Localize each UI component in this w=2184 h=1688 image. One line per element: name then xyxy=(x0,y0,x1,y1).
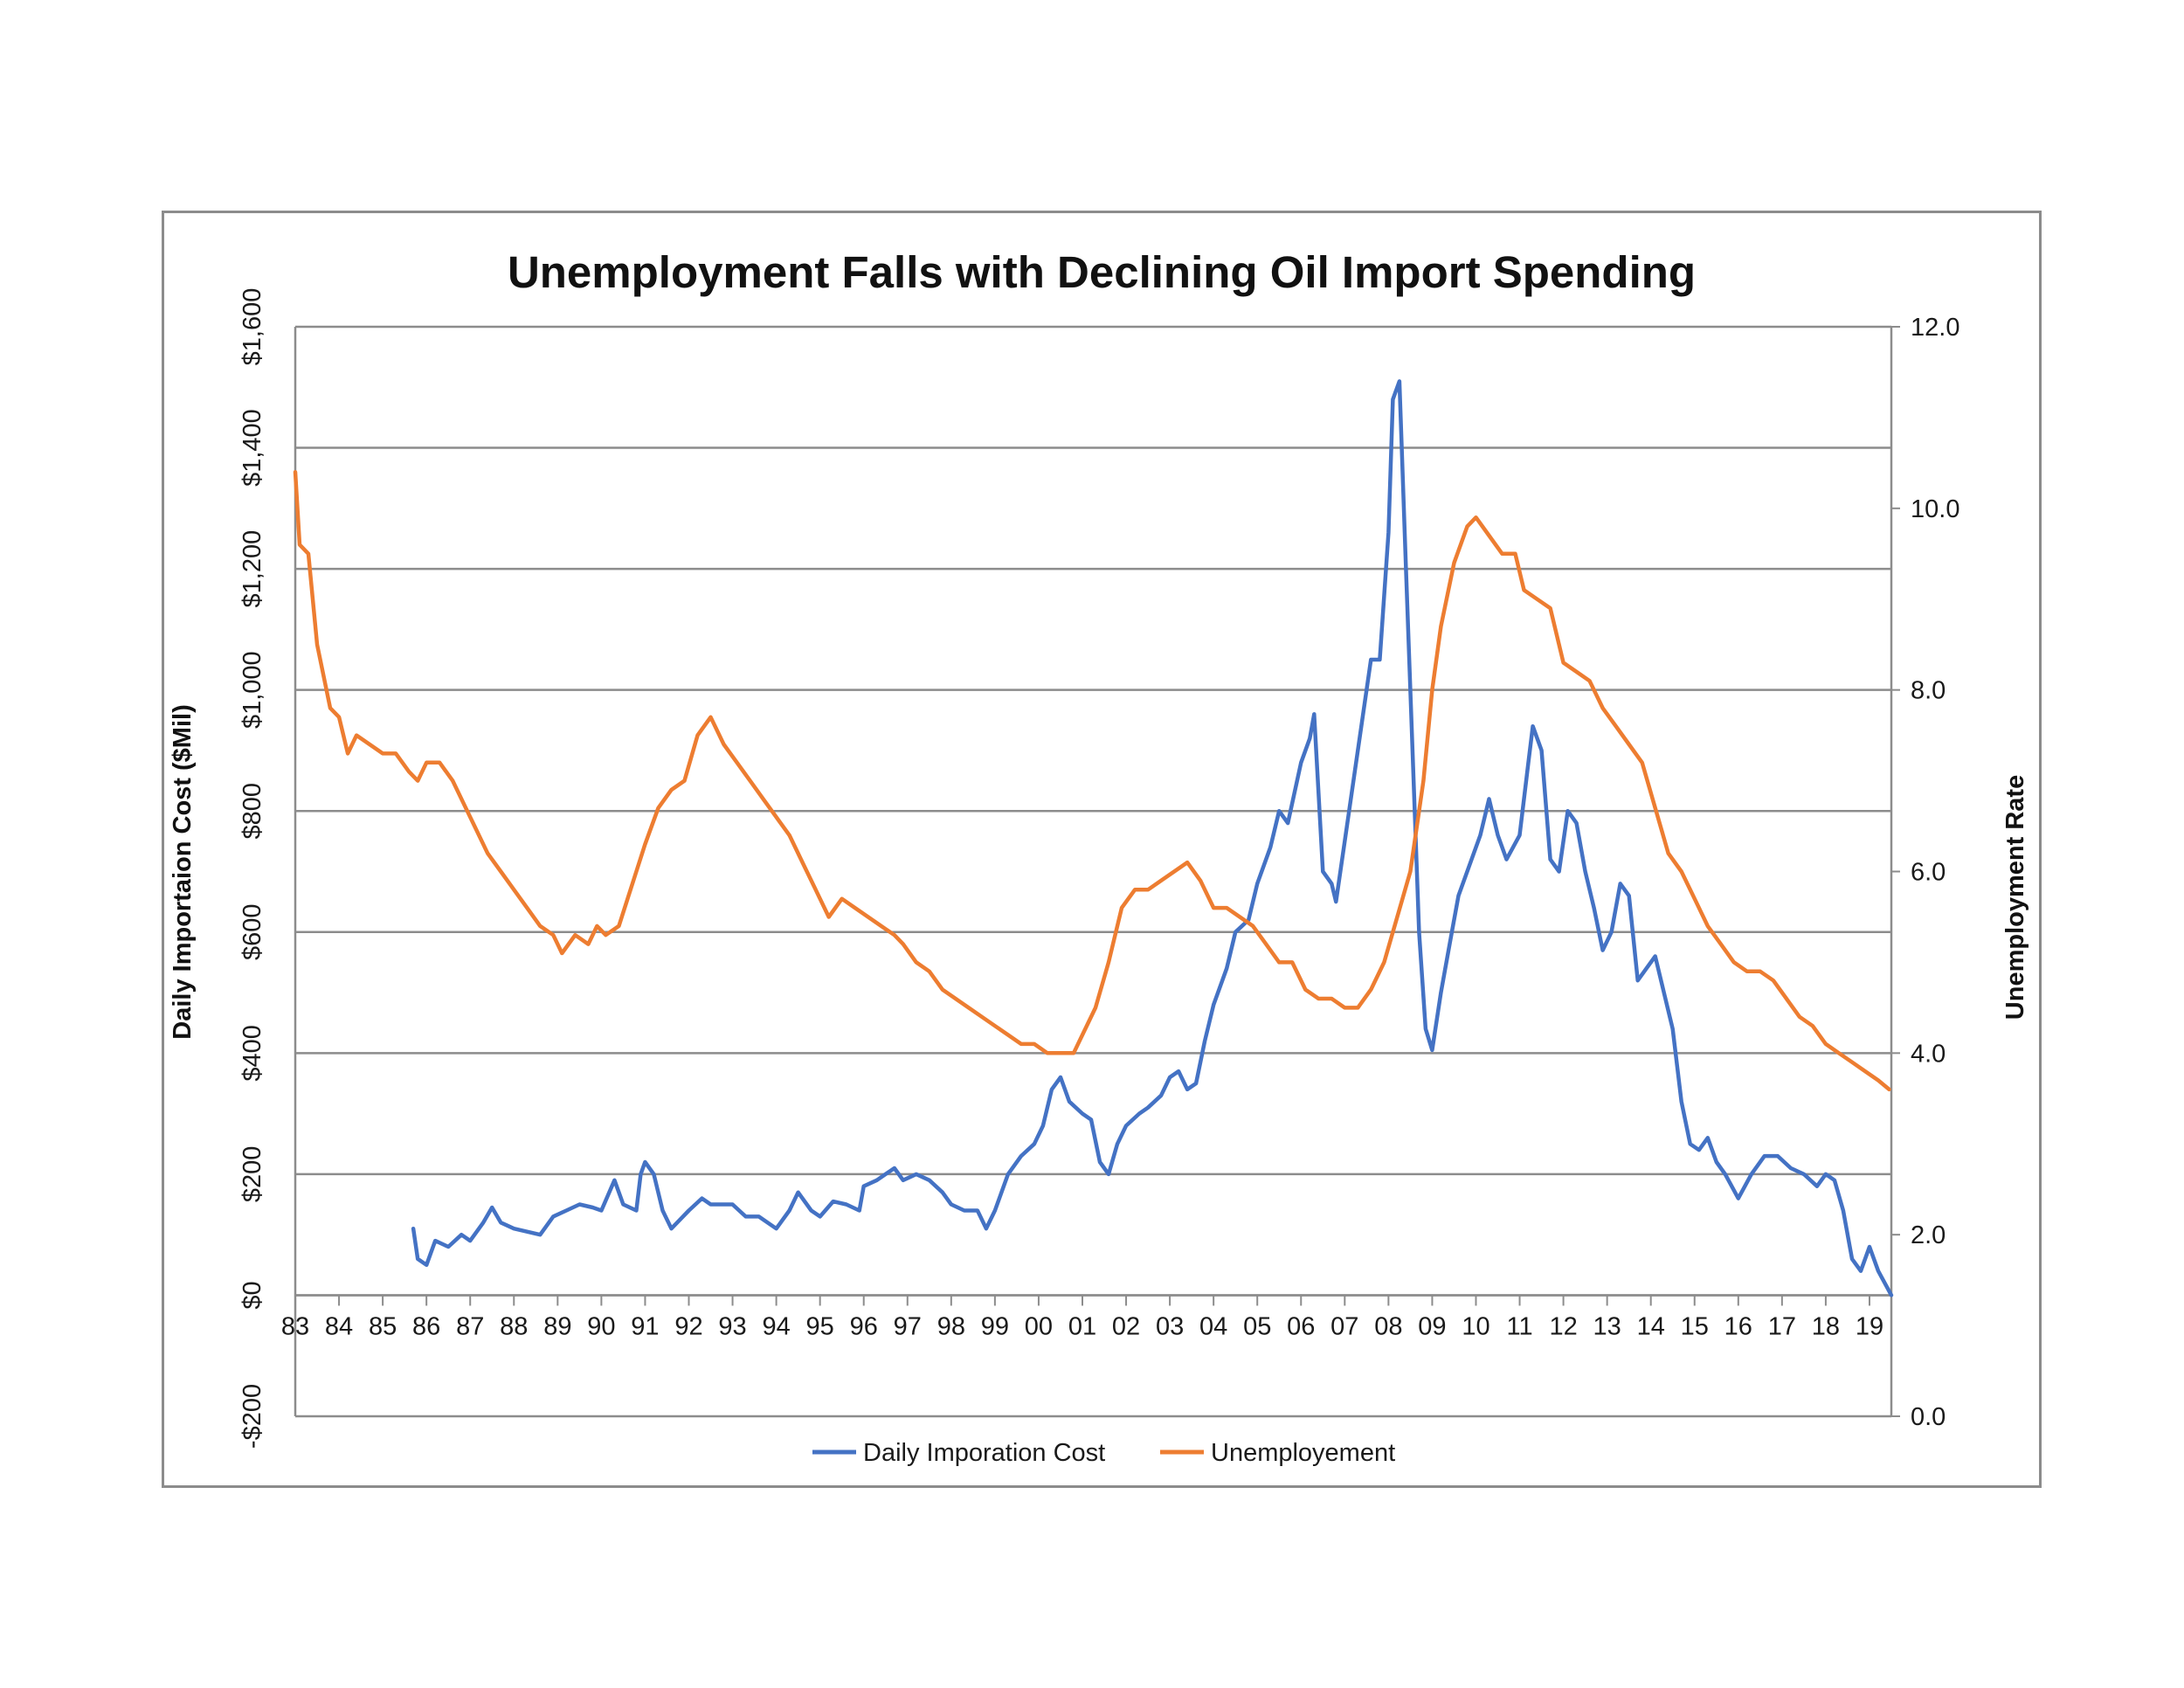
x-tick-label: 13 xyxy=(1593,1312,1621,1340)
right-axis-title: Unemployment Rate xyxy=(2001,775,2029,1020)
grid-lines xyxy=(295,325,1891,1418)
x-tick-label: 16 xyxy=(1724,1312,1752,1340)
y-right-tick-label: 12.0 xyxy=(1911,314,1959,342)
y-left-tick-label: $1,200 xyxy=(238,530,266,608)
y-left-tick-label: $0 xyxy=(238,1281,266,1309)
y-right-tick-label: 6.0 xyxy=(1911,859,1946,887)
x-tick-label: 15 xyxy=(1681,1312,1709,1340)
y-left-tick-label: $1,000 xyxy=(238,651,266,729)
x-tick-label: 14 xyxy=(1637,1312,1665,1340)
legend-label-unemployment: Unemployement xyxy=(1211,1439,1395,1467)
x-tick-label: 88 xyxy=(500,1312,528,1340)
x-tick-label: 89 xyxy=(543,1312,571,1340)
y-left-tick-label: $600 xyxy=(238,904,266,961)
x-tick-label: 85 xyxy=(369,1312,397,1340)
legend: Daily Imporation Cost Unemployement xyxy=(812,1439,1395,1467)
x-tick-label: 97 xyxy=(894,1312,922,1340)
x-tick-label: 05 xyxy=(1243,1312,1271,1340)
x-tick-label: 91 xyxy=(631,1312,659,1340)
left-axis-title: Daily Importaion Cost ($Mil) xyxy=(169,704,197,1039)
chart-title: Unemployment Falls with Declining Oil Im… xyxy=(508,247,1696,297)
x-tick-label: 06 xyxy=(1287,1312,1315,1340)
unemployment-series-line xyxy=(293,470,1891,1092)
y-left-tick-label: $1,600 xyxy=(238,288,266,366)
x-tick-label: 17 xyxy=(1768,1312,1796,1340)
x-tick-label: 08 xyxy=(1374,1312,1402,1340)
y-right-tick-label: 2.0 xyxy=(1911,1221,1946,1249)
x-tick-label: 90 xyxy=(587,1312,615,1340)
x-tick-label: 83 xyxy=(281,1312,309,1340)
y-left-tick-label: $400 xyxy=(238,1025,266,1082)
chart-svg: Unemployment Falls with Declining Oil Im… xyxy=(169,247,2029,1467)
x-tick-label: 00 xyxy=(1025,1312,1053,1340)
x-tick-label: 19 xyxy=(1856,1312,1883,1340)
series-lines xyxy=(293,379,1894,1297)
tick-labels: -$200 $0 $200 $400 $600 $800 $1,000 $1,200 $1,40… xyxy=(238,288,1959,1449)
x-tick-label: 99 xyxy=(981,1312,1009,1340)
y-right-tick-label: 10.0 xyxy=(1911,495,1959,523)
x-tick-label: 93 xyxy=(718,1312,746,1340)
chart-frame: Unemployment Falls with Declining Oil Im… xyxy=(162,211,2042,1488)
x-tick-label: 12 xyxy=(1549,1312,1577,1340)
y-right-tick-label: 0.0 xyxy=(1911,1403,1946,1431)
axes xyxy=(294,326,1900,1417)
cost-series-line xyxy=(411,379,1894,1297)
x-tick-label: 09 xyxy=(1418,1312,1446,1340)
x-tick-label: 03 xyxy=(1156,1312,1184,1340)
y-right-tick-label: 8.0 xyxy=(1911,677,1946,705)
x-tick-label: 86 xyxy=(412,1312,440,1340)
x-tick-label: 96 xyxy=(850,1312,878,1340)
x-tick-label: 07 xyxy=(1330,1312,1358,1340)
x-tick-label: 02 xyxy=(1112,1312,1140,1340)
x-tick-label: 94 xyxy=(762,1312,790,1340)
x-tick-label: 18 xyxy=(1812,1312,1840,1340)
y-right-tick-label: 4.0 xyxy=(1911,1040,1946,1068)
x-tick-label: 10 xyxy=(1462,1312,1489,1340)
x-tick-label: 95 xyxy=(806,1312,834,1340)
x-tick-label: 11 xyxy=(1506,1312,1532,1340)
x-tick-label: 87 xyxy=(456,1312,484,1340)
legend-label-cost: Daily Imporation Cost xyxy=(863,1439,1105,1467)
x-tick-label: 01 xyxy=(1068,1312,1096,1340)
x-tick-label: 84 xyxy=(325,1312,353,1340)
x-tick-label: 04 xyxy=(1199,1312,1227,1340)
y-left-tick-label: $200 xyxy=(238,1146,266,1203)
y-left-tick-label: -$200 xyxy=(238,1384,266,1449)
y-left-tick-label: $1,400 xyxy=(238,409,266,487)
x-tick-label: 98 xyxy=(937,1312,965,1340)
x-tick-label: 92 xyxy=(674,1312,702,1340)
y-left-tick-label: $800 xyxy=(238,783,266,840)
